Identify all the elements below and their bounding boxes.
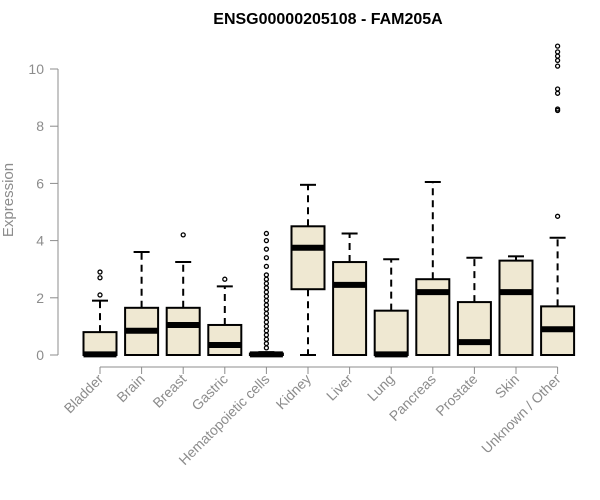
- x-tick-label: Kidney: [273, 371, 315, 413]
- box-body: [290, 225, 326, 291]
- outlier-point: [263, 298, 270, 304]
- outlier-point: [263, 302, 270, 308]
- outlier-point: [97, 275, 103, 281]
- outlier-point: [554, 90, 561, 96]
- box-11: [540, 43, 576, 357]
- box-4: [248, 230, 284, 358]
- box-9: [456, 256, 492, 356]
- x-tick-label: Bladder: [61, 371, 107, 417]
- box-7: [373, 258, 409, 358]
- outlier-point: [554, 57, 561, 64]
- outlier-point: [263, 255, 270, 261]
- box-series: [82, 43, 576, 358]
- chart-title: ENSG00000205108 - FAM205A: [213, 11, 443, 28]
- box-body: [373, 309, 409, 357]
- x-tick-label: Liver: [323, 371, 356, 404]
- outlier-point: [554, 86, 561, 92]
- box-6: [332, 232, 368, 356]
- box-body: [456, 301, 492, 356]
- x-tick-label: Unknown / Other: [478, 371, 564, 457]
- outlier-point: [263, 285, 270, 291]
- outlier-point: [263, 319, 270, 325]
- outlier-point: [263, 263, 270, 269]
- y-axis: 0 2 4 6 8 10: [28, 61, 59, 363]
- box-8: [415, 180, 451, 356]
- outlier-point: [554, 43, 561, 49]
- box-0: [82, 269, 118, 358]
- box-2: [165, 232, 201, 356]
- outlier-point: [263, 345, 270, 351]
- box-10: [498, 255, 534, 356]
- outlier-point: [180, 232, 186, 238]
- outlier-point: [554, 213, 561, 219]
- y-tick-label: 8: [36, 118, 44, 134]
- y-axis-label: Expression: [0, 163, 17, 237]
- outlier-point: [97, 292, 103, 298]
- box-body: [498, 259, 534, 356]
- x-tick-label: Prostate: [432, 371, 480, 419]
- y-tick-label: 0: [36, 347, 44, 363]
- x-tick-label: Lung: [364, 371, 397, 404]
- y-tick-label: 10: [28, 61, 44, 77]
- box-3: [207, 276, 243, 357]
- outlier-point: [263, 306, 270, 312]
- x-tick-label: Skin: [492, 371, 523, 402]
- box-body: [165, 306, 201, 356]
- box-body: [332, 261, 368, 356]
- outlier-point: [263, 336, 270, 342]
- outlier-point: [263, 230, 270, 237]
- outlier-point: [263, 310, 270, 317]
- outlier-point: [263, 340, 270, 347]
- outlier-point: [263, 289, 270, 295]
- outlier-point: [263, 323, 270, 330]
- y-tick-label: 2: [36, 290, 44, 306]
- y-tick-label: 4: [36, 233, 44, 249]
- outlier-point: [263, 332, 270, 338]
- outlier-point: [222, 276, 228, 282]
- x-tick-label: Brain: [113, 371, 147, 405]
- x-tick-label: Breast: [149, 371, 189, 411]
- outlier-point: [554, 49, 561, 55]
- outlier-point: [263, 276, 270, 282]
- box-1: [124, 251, 160, 356]
- box-body: [207, 323, 243, 357]
- outlier-point: [263, 280, 270, 287]
- outlier-point: [97, 269, 103, 275]
- outlier-point: [263, 315, 270, 321]
- outlier-point: [263, 293, 270, 300]
- outlier-point: [263, 272, 270, 278]
- outlier-point: [554, 106, 561, 112]
- y-tick-label: 6: [36, 175, 44, 191]
- box-5: [290, 183, 326, 356]
- outlier-point: [554, 53, 561, 59]
- outlier-point: [263, 246, 270, 252]
- outlier-point: [554, 63, 561, 69]
- outlier-point: [263, 237, 270, 244]
- outlier-point: [263, 328, 270, 334]
